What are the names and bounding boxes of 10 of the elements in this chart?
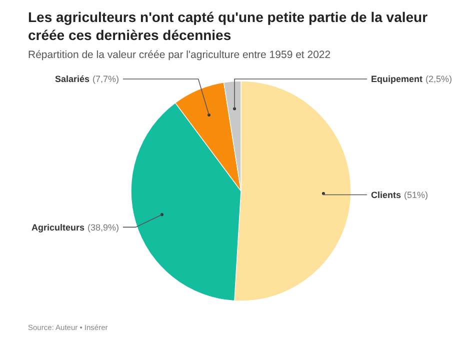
slice-label: Clients [371,190,402,200]
data-label: (51%) [404,190,428,200]
data-label: (38,9%) [87,222,119,232]
slice-label: Salariés [54,74,90,84]
slice-label: Equipement [371,74,423,84]
chart-subtitle: Répartition de la valeur créée par l'agriculture entre 1959 et 2022 [28,49,331,61]
chart-title: Les agriculteurs n'ont capté qu'une petite partie de la valeur créée ces dernières décennies [28,9,428,43]
data-label: (7,7%) [92,74,119,84]
slice-label: Agriculteurs [31,222,84,232]
data-label: (2,5%) [426,74,452,84]
